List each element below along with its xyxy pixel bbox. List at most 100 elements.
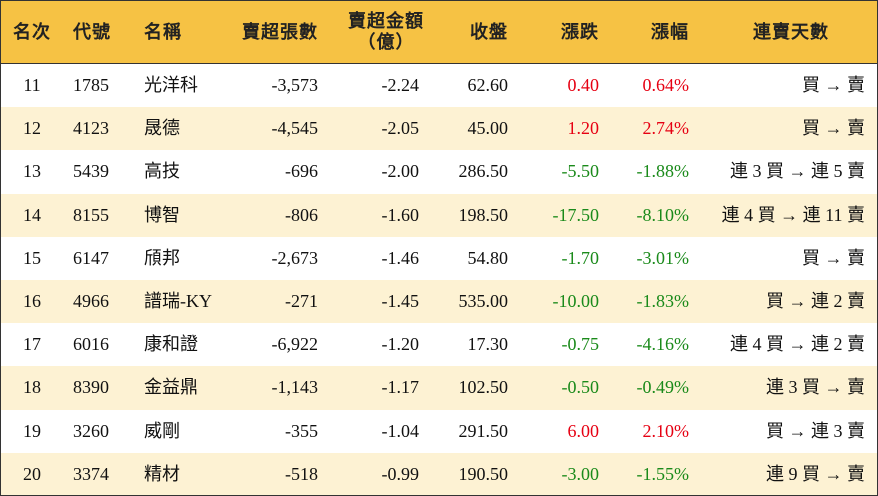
table-cell: 買 → 賣	[802, 118, 865, 139]
table-cell: 晟德	[144, 118, 180, 139]
table-cell: 535.00	[458, 291, 509, 312]
table-cell: 高技	[144, 161, 180, 182]
table-cell: 連 3 買 → 賣	[766, 377, 865, 398]
table-cell: -3.01%	[636, 247, 690, 268]
table-row: 14 8155 博智 -806 -1.60 198.50 -17.50 -8.10% 連 4 買…	[1, 193, 877, 237]
header-cell: 連賣天數	[753, 21, 829, 42]
table-cell: -518	[285, 463, 318, 484]
table-cell: -2,673	[271, 247, 319, 268]
table-cell: 0.64%	[642, 75, 690, 96]
table-cell: 2.10%	[642, 420, 690, 441]
header-row: 名次 代號 名稱 賣超張數 賣超金額 （億） 收盤 漲跌 漲幅 連賣天數	[1, 1, 877, 64]
table-cell: 190.50	[458, 463, 509, 484]
table-cell: -10.00	[552, 291, 600, 312]
table-cell: 買 → 賣	[802, 247, 865, 268]
table-cell: -2.24	[381, 75, 420, 96]
table-cell: 62.60	[467, 75, 509, 96]
table-cell: 8155	[73, 204, 109, 225]
table-cell: 買 → 連 3 賣	[766, 420, 865, 441]
table-cell: -4,545	[271, 118, 319, 139]
table-cell: 8390	[73, 377, 109, 398]
table-cell: -1.88%	[636, 161, 690, 182]
table-cell: -0.99	[381, 463, 420, 484]
table-row: 12 4123 晟德 -4,545 -2.05 45.00 1.20 2.74% 買 → 賣	[1, 107, 877, 151]
table-cell: 威剛	[144, 420, 180, 441]
header-cell: 賣超金額 （億）	[348, 11, 424, 52]
table-cell: 18	[23, 377, 41, 398]
table-cell: -1.46	[381, 247, 420, 268]
table-cell: -0.49%	[636, 377, 690, 398]
table-cell: 譜瑞-KY	[144, 291, 212, 312]
table-cell: -5.50	[561, 161, 600, 182]
table-cell: 17	[23, 334, 41, 355]
table-cell: 連 4 買 → 連 2 賣	[730, 334, 865, 355]
table-cell: 14	[23, 204, 41, 225]
table-cell: 291.50	[458, 420, 509, 441]
table-cell: -1.17	[381, 377, 420, 398]
table-cell: 45.00	[467, 118, 509, 139]
table-row: 16 4966 譜瑞-KY -271 -1.45 535.00 -10.00 -1.83% 買 …	[1, 280, 877, 324]
table-cell: 17.30	[467, 334, 509, 355]
table-cell: -3.00	[561, 463, 600, 484]
table-cell: -8.10%	[636, 204, 690, 225]
table-cell: 光洋科	[144, 75, 198, 96]
table-row: 13 5439 高技 -696 -2.00 286.50 -5.50 -1.88% 連 3 買 …	[1, 150, 877, 194]
table-cell: 6016	[73, 334, 109, 355]
table-cell: 11	[23, 75, 41, 96]
table-cell: -355	[285, 420, 318, 441]
table-row: 15 6147 頎邦 -2,673 -1.46 54.80 -1.70 -3.01% 買 → 賣	[1, 236, 877, 280]
table-cell: 博智	[144, 204, 180, 225]
table-cell: 15	[23, 247, 41, 268]
table-cell: -17.50	[552, 204, 600, 225]
table-cell: -4.16%	[636, 334, 690, 355]
table-cell: 連 3 買 → 連 5 賣	[730, 161, 865, 182]
table-cell: -806	[285, 204, 318, 225]
table-cell: 286.50	[458, 161, 509, 182]
table-cell: 連 4 買 → 連 11 賣	[721, 204, 865, 225]
table-cell: 2.74%	[642, 118, 690, 139]
table-cell: 4966	[73, 291, 109, 312]
table-cell: -1.83%	[636, 291, 690, 312]
header-cell: 代號	[73, 21, 111, 42]
table-row: 19 3260 威剛 -355 -1.04 291.50 6.00 2.10% 買 → 連 3 …	[1, 409, 877, 453]
table-cell: 連 9 買 → 賣	[766, 463, 865, 484]
table-cell: 康和證	[144, 334, 198, 355]
header-cell: 漲跌	[561, 21, 599, 42]
table-cell: -1.20	[381, 334, 420, 355]
table-cell: 0.40	[567, 75, 600, 96]
table-cell: 20	[23, 463, 41, 484]
table-cell: 1785	[73, 75, 109, 96]
table-cell: -1,143	[271, 377, 319, 398]
table-cell: -1.04	[381, 420, 420, 441]
table-cell: 精材	[144, 463, 180, 484]
table-cell: 3374	[73, 463, 109, 484]
table-cell: 4123	[73, 118, 109, 139]
table-cell: -0.75	[561, 334, 600, 355]
header-cell: 名次	[13, 21, 51, 42]
table-cell: 54.80	[467, 247, 509, 268]
header-cell: 名稱	[144, 21, 182, 42]
table-cell: -1.60	[381, 204, 420, 225]
table-cell: -1.45	[381, 291, 420, 312]
table-row: 11 1785 光洋科 -3,573 -2.24 62.60 0.40 0.64% 買 → 賣	[1, 64, 877, 108]
table-cell: -271	[285, 291, 318, 312]
table-cell: 19	[23, 420, 41, 441]
table-cell: -2.00	[381, 161, 420, 182]
table-cell: 102.50	[458, 377, 509, 398]
table-cell: 198.50	[458, 204, 509, 225]
table-cell: 12	[23, 118, 41, 139]
table-cell: 13	[23, 161, 41, 182]
table-cell: -3,573	[271, 75, 319, 96]
header-cell: 收盤	[470, 21, 508, 42]
table-cell: -2.05	[381, 118, 420, 139]
table-cell: 金益鼎	[144, 377, 198, 398]
table-cell: 頎邦	[144, 247, 180, 268]
table-cell: -0.50	[561, 377, 600, 398]
table-cell: -1.55%	[636, 463, 690, 484]
table-cell: 6.00	[567, 420, 600, 441]
table-cell: -6,922	[271, 334, 319, 355]
table-cell: 3260	[73, 420, 109, 441]
table-cell: 16	[23, 291, 41, 312]
table-cell: 1.20	[567, 118, 600, 139]
